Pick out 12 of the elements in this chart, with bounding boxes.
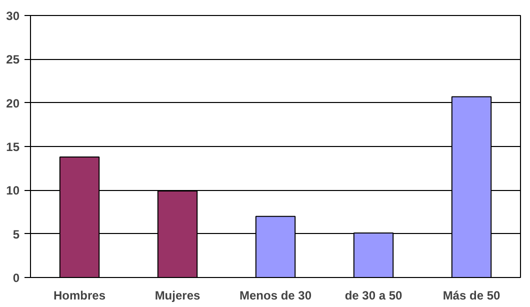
y-tick-label: 25 xyxy=(6,52,20,67)
y-tick-label: 10 xyxy=(6,184,20,198)
x-tick-label: Más de 50 xyxy=(442,288,501,302)
y-tick-label: 30 xyxy=(6,9,20,23)
y-tick-label: 20 xyxy=(6,96,20,110)
y-tick-label: 0 xyxy=(12,271,20,285)
y-tick-label: 15 xyxy=(6,140,20,154)
x-tick-label: de 30 a 50 xyxy=(344,288,403,302)
x-tick-label: Menos de 30 xyxy=(239,288,312,302)
x-tick-label: Hombres xyxy=(53,288,106,302)
y-tick-label: 5 xyxy=(12,227,20,242)
x-tick-label: Mujeres xyxy=(154,288,200,302)
